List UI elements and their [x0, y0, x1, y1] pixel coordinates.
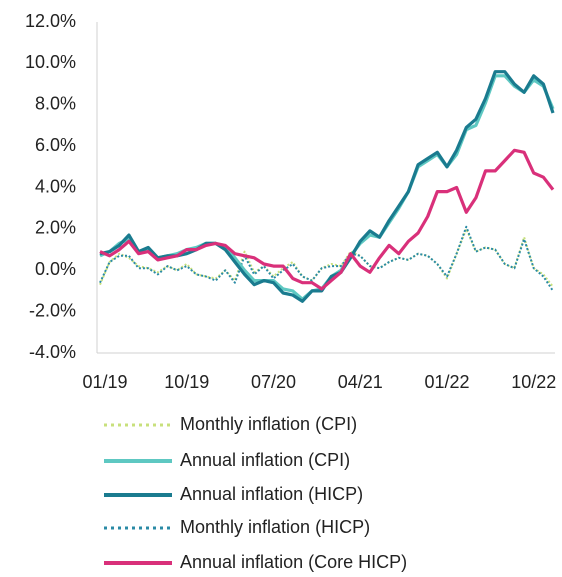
x-tick-label: 04/21	[338, 372, 383, 392]
y-tick-label: -2.0%	[29, 300, 76, 320]
y-tick-label: 6.0%	[35, 135, 76, 155]
legend-label: Annual inflation (Core HICP)	[180, 552, 407, 572]
series-line	[99, 148, 555, 291]
legend-label: Monthly inflation (CPI)	[180, 414, 357, 434]
x-tick-label: 07/20	[251, 372, 296, 392]
y-tick-label: -4.0%	[29, 342, 76, 362]
x-tick-label: 01/22	[424, 372, 469, 392]
y-tick-label: 4.0%	[35, 176, 76, 196]
x-tick-label: 10/19	[164, 372, 209, 392]
x-tick-label: 01/19	[82, 372, 127, 392]
y-tick-label: 12.0%	[25, 11, 76, 31]
series-line	[99, 225, 554, 292]
y-tick-label: 0.0%	[35, 259, 76, 279]
y-tick-label: 2.0%	[35, 218, 76, 238]
legend-label: Annual inflation (HICP)	[180, 484, 363, 504]
y-tick-label: 10.0%	[25, 52, 76, 72]
x-tick-label: 10/22	[511, 372, 556, 392]
legend-label: Annual inflation (CPI)	[180, 450, 350, 470]
y-tick-label: 8.0%	[35, 94, 76, 114]
legend-label: Monthly inflation (HICP)	[180, 517, 370, 537]
